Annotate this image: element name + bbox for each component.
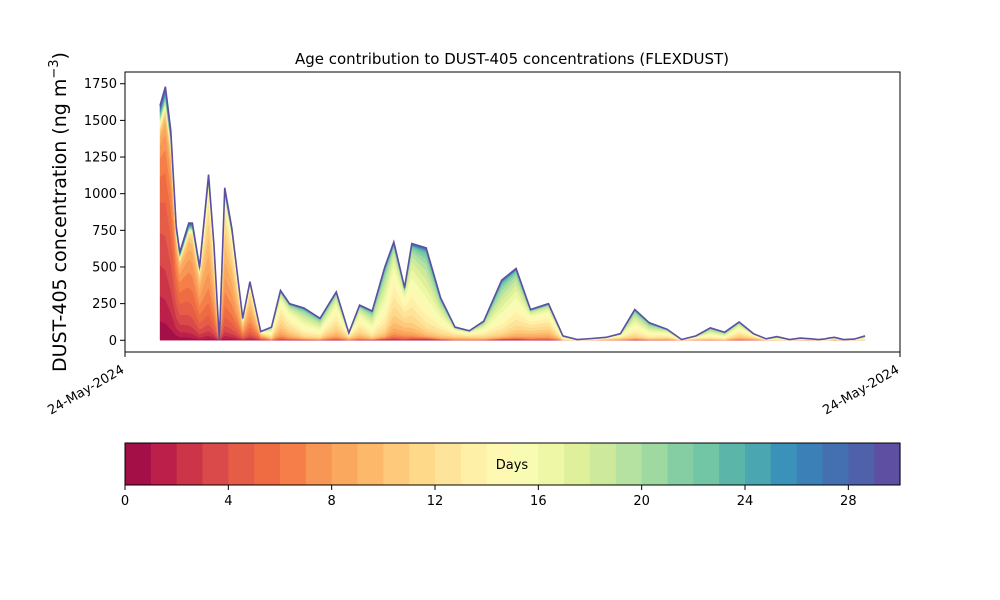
y-tick-label: 1500 [84,114,117,129]
y-axis: 0 250 500 750 1000 1250 1500 1750 [84,77,125,349]
colorbar-swatch-9 [357,443,384,485]
colorbar-swatch-2 [176,443,204,485]
colorbar-swatch-6 [280,443,307,485]
y-tick-label: 500 [92,260,117,275]
colorbar-tick-label: 4 [224,494,232,509]
colorbar-swatch-14 [486,443,514,485]
y-tick-label: 0 [109,334,117,349]
y-axis-label: DUST-405 concentration (ng m−3) [47,52,71,372]
colorbar-ticks: 0 4 8 12 16 20 24 28 [121,485,857,509]
y-tick-label: 250 [92,297,117,312]
colorbar-swatch-10 [383,443,410,485]
colorbar-swatch-25 [770,443,798,485]
y-axis-label-close: ) [49,52,71,59]
y-axis-label-sup: −3 [47,59,62,78]
x-axis: 24-May-2024 24-May-2024 [45,352,902,418]
stacked-age-layers [159,86,866,341]
colorbar-tick-label: 28 [840,494,857,509]
colorbar-swatch-3 [202,443,229,485]
colorbar-swatch-18 [590,443,617,485]
y-axis-label-main: DUST-405 concentration (ng m [49,79,71,372]
colorbar-swatch-20 [641,443,669,485]
colorbar-swatch-11 [409,443,436,485]
y-tick-label: 750 [92,224,117,239]
colorbar-label: Days [496,458,529,473]
colorbar-swatch-8 [331,443,359,485]
colorbar-tick-label: 12 [427,494,444,509]
colorbar-tick-label: 20 [633,494,650,509]
chart-title: Age contribution to DUST-405 concentrati… [295,50,729,68]
y-tick-label: 1750 [84,77,117,92]
y-tick-label: 1000 [84,187,117,202]
colorbar-swatch-4 [228,443,255,485]
colorbar-swatch-29 [874,443,901,485]
colorbar-tick-label: 8 [328,494,336,509]
plot-frame [124,71,901,353]
colorbar-swatch-22 [693,443,720,485]
colorbar-swatch-16 [538,443,565,485]
colorbar-swatch-5 [254,443,281,485]
colorbar-swatch-21 [667,443,694,485]
total-concentration-line [159,86,866,341]
colorbar-tick-label: 24 [737,494,754,509]
colorbar-swatch-19 [615,443,643,485]
x-tick-label: 24-May-2024 [820,362,902,418]
colorbar-swatch-28 [848,443,875,485]
colorbar-swatch-13 [460,443,488,485]
colorbar-swatch-17 [564,443,591,485]
colorbar-swatch-24 [745,443,772,485]
colorbar-frame [124,442,901,486]
age-layer-15 [159,104,866,341]
y-tick-label: 1250 [84,151,117,166]
colorbar-swatch-27 [822,443,849,485]
colorbar-swatch-7 [305,443,333,485]
colorbar-tick-label: 16 [530,494,547,509]
colorbar-swatch-23 [719,443,746,485]
colorbar-swatch-15 [512,443,539,485]
colorbar-tick-label: 0 [121,494,129,509]
colorbar-swatch-1 [150,443,178,485]
colorbar-swatch-12 [435,443,462,485]
colorbar [125,443,901,485]
colorbar-swatch-26 [796,443,824,485]
colorbar-swatch-0 [125,443,152,485]
svg-text:DUST-405 concentration (ng m−3: DUST-405 concentration (ng m−3) [47,52,71,372]
